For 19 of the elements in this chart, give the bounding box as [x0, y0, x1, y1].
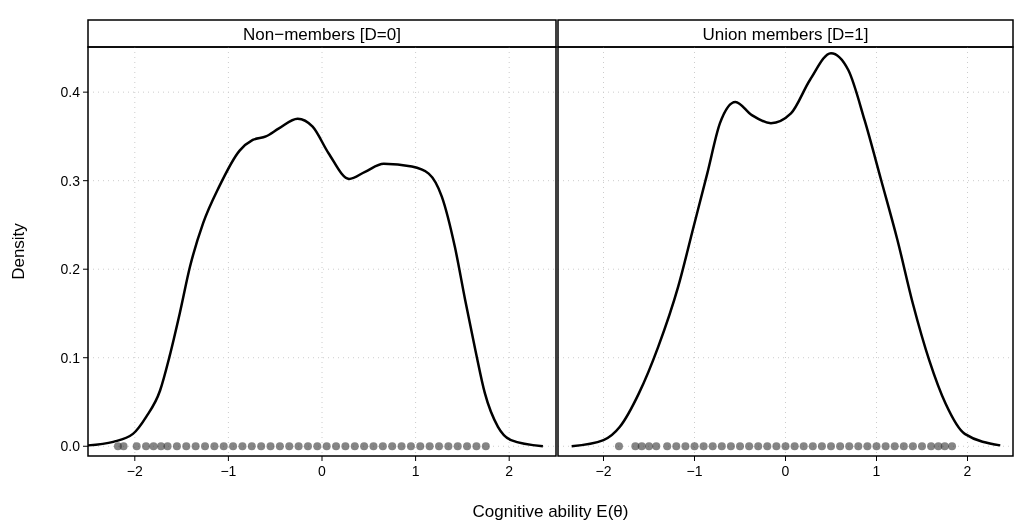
- x-tick-label: 2: [963, 463, 972, 479]
- y-tick-label: 0.3: [60, 172, 81, 189]
- x-tick-label: 2: [505, 463, 514, 479]
- x-tick-label: 0: [781, 463, 790, 479]
- x-tick-label: −1: [686, 463, 703, 479]
- x-tick-label: 1: [872, 463, 881, 479]
- x-tick-label: 0: [318, 463, 327, 479]
- x-tick-label: 1: [411, 463, 420, 479]
- x-tick-label: −2: [595, 463, 612, 479]
- x-tick-label: −2: [126, 463, 143, 479]
- chart-title: Non−members [D=0]: [243, 24, 401, 44]
- y-tick-label: 0.4: [60, 84, 81, 101]
- y-tick-label: 0.0: [60, 438, 81, 455]
- chart-title: Union members [D=1]: [702, 24, 869, 44]
- x-tick-label: −1: [220, 463, 237, 479]
- y-tick-label: 0.1: [60, 349, 81, 366]
- x-axis-title: Cognitive ability E(θ): [472, 502, 629, 521]
- y-tick-label: 0.2: [60, 261, 81, 278]
- y-axis-title: Density: [9, 222, 28, 280]
